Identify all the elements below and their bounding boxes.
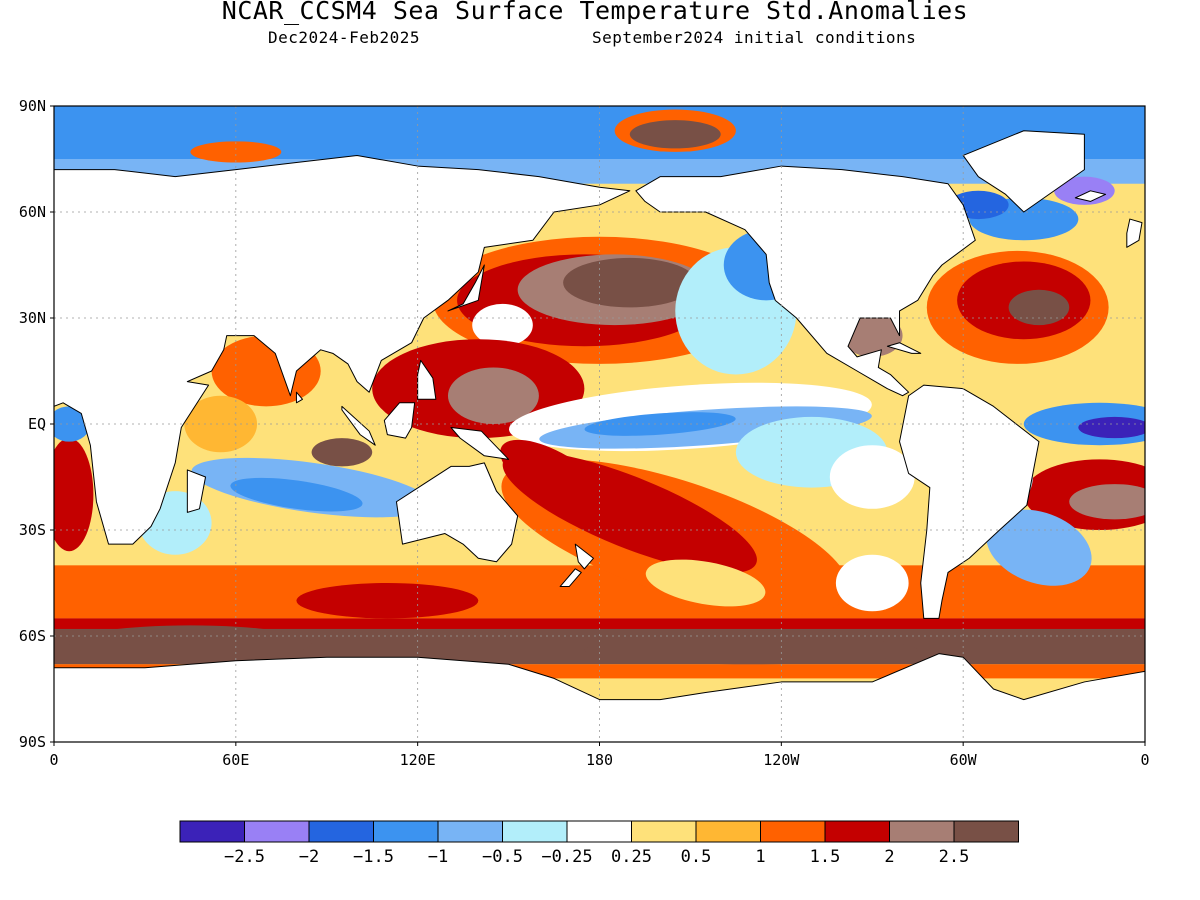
colorbar-label: −1 <box>428 847 448 867</box>
colorbar-swatch <box>631 820 697 843</box>
lat-tick-label: 90N <box>19 97 46 115</box>
so-dark-1 <box>69 625 312 661</box>
colorbar-label: 2.5 <box>939 847 970 867</box>
colorbar-swatch <box>179 820 245 843</box>
new-guinea-land <box>450 427 510 460</box>
satl-cool <box>986 509 1092 586</box>
colorbar-label: −1.5 <box>353 847 394 867</box>
japan-land <box>447 264 485 312</box>
chart-title: NCAR_CCSM4 Sea Surface Temperature Std.A… <box>221 0 969 25</box>
colorbar-swatch <box>502 820 568 843</box>
lat-tick-label: 90S <box>19 733 46 751</box>
new-zealand-north <box>574 543 594 570</box>
colorbar-swatch <box>373 820 439 843</box>
arctic-purple <box>1054 176 1115 205</box>
natl-core <box>1008 289 1070 326</box>
colorbar-label: 2 <box>884 847 894 867</box>
colorbar-label: 0.5 <box>681 847 712 867</box>
colorbar-swatch <box>244 820 310 843</box>
colorbar-label: −2.5 <box>224 847 265 867</box>
initial-conditions: September2024 initial conditions <box>592 28 917 47</box>
npac-core <box>563 257 697 308</box>
gridlines <box>54 106 1145 742</box>
colorbar-swatch <box>889 820 955 843</box>
colorbar-swatch <box>953 820 1019 843</box>
so-white-1 <box>835 554 909 612</box>
colorbar-swatch <box>760 820 826 843</box>
colorbar-label: 1.5 <box>810 847 841 867</box>
lon-tick-label: 180 <box>586 751 613 769</box>
uk-land <box>1126 218 1143 248</box>
safrica-west <box>54 438 94 552</box>
greenland-sea-core <box>629 120 721 149</box>
lon-tick-label: 60E <box>222 751 249 769</box>
iceland-land <box>1074 190 1107 202</box>
lat-tick-label: 30N <box>19 309 46 327</box>
spac-core <box>500 439 608 515</box>
lon-tick-label: 120E <box>400 751 436 769</box>
io-west <box>184 395 258 453</box>
lat-tick-label: EQ <box>28 415 46 433</box>
lon-tick-label: 0 <box>49 751 58 769</box>
colorbar-swatch <box>566 820 632 843</box>
philippines-land <box>417 359 437 400</box>
colorbar-label: −0.5 <box>482 847 523 867</box>
south-america-land <box>899 384 1040 619</box>
north-america-land <box>635 165 976 397</box>
australia-land <box>395 462 519 563</box>
colorbar-swatch <box>437 820 503 843</box>
lon-tick-label: 60W <box>950 751 978 769</box>
io-cool-core <box>230 477 363 512</box>
colorbar-swatch <box>824 820 890 843</box>
sumatra-land <box>341 405 376 446</box>
lat-tick-label: 30S <box>19 521 46 539</box>
cuba-land <box>886 342 922 354</box>
lat-tick-label: 60N <box>19 203 46 221</box>
spac-cool <box>645 559 766 607</box>
lat-tick-label: 60S <box>19 627 46 645</box>
sri-lanka-land <box>295 391 304 404</box>
so-dark-2 <box>584 636 918 665</box>
colorbar-label: −0.25 <box>541 847 592 867</box>
eurasia-africa-land <box>54 154 631 545</box>
forecast-period: Dec2024-Feb2025 <box>268 28 420 47</box>
greenland-land <box>962 130 1085 213</box>
colorbar-swatch <box>695 820 761 843</box>
colorbar-label: −2 <box>299 847 319 867</box>
lon-tick-label: 0 <box>1140 751 1149 769</box>
warm-pool-core <box>447 367 539 424</box>
lon-tick-label: 120W <box>763 751 800 769</box>
colorbar-label: 0.25 <box>611 847 652 867</box>
io-dark <box>311 438 373 467</box>
nw-pacific-white <box>472 303 533 347</box>
eq-atl-core <box>1078 416 1145 439</box>
so-red-1 <box>296 583 479 619</box>
colorbar-label: 1 <box>755 847 765 867</box>
colorbar: −2.5 −2 −1.5 −1 −0.5 −0.25 0.25 0.5 1 1.5 2 2.5 <box>179 820 1019 867</box>
borneo-land <box>383 402 416 439</box>
land-masses <box>54 130 1145 742</box>
barents-warm <box>190 141 282 163</box>
satl-dark <box>1069 484 1145 520</box>
peru-white <box>829 445 915 509</box>
new-zealand-south <box>559 568 582 588</box>
madagascar-land <box>186 469 207 513</box>
colorbar-swatch <box>308 820 374 843</box>
antarctica-land <box>54 653 1145 742</box>
